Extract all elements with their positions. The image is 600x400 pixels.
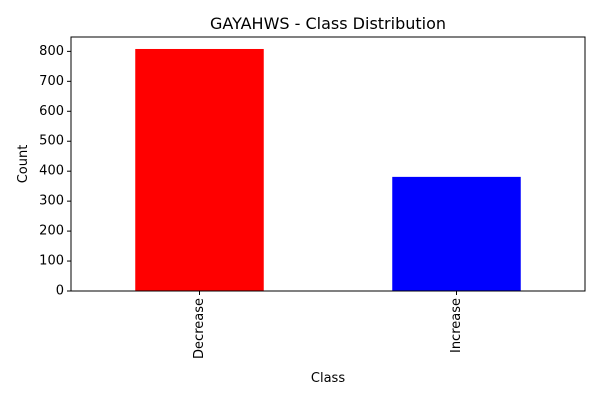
x-tick-label: Decrease xyxy=(192,298,207,359)
y-tick-label: 700 xyxy=(39,74,64,89)
y-tick-label: 0 xyxy=(56,284,64,299)
y-tick-label: 300 xyxy=(39,194,64,209)
y-tick-label: 400 xyxy=(39,164,64,179)
x-axis-label: Class xyxy=(311,371,345,386)
y-tick-label: 200 xyxy=(39,224,64,239)
chart-title: GAYAHWS - Class Distribution xyxy=(210,14,446,33)
bar-increase xyxy=(392,176,521,291)
y-tick-label: 600 xyxy=(39,104,64,119)
y-axis-label: Count xyxy=(16,145,31,184)
y-tick-label: 500 xyxy=(39,134,64,149)
plot-area: Decrease Increase 0 100 200 300 400 500 600 700 80… xyxy=(39,36,586,359)
y-tick-label: 100 xyxy=(39,254,64,269)
bar-decrease xyxy=(135,48,264,291)
plot-frame xyxy=(70,36,586,292)
y-tick-label: 800 xyxy=(39,44,64,59)
x-tick-label: Increase xyxy=(449,298,464,353)
